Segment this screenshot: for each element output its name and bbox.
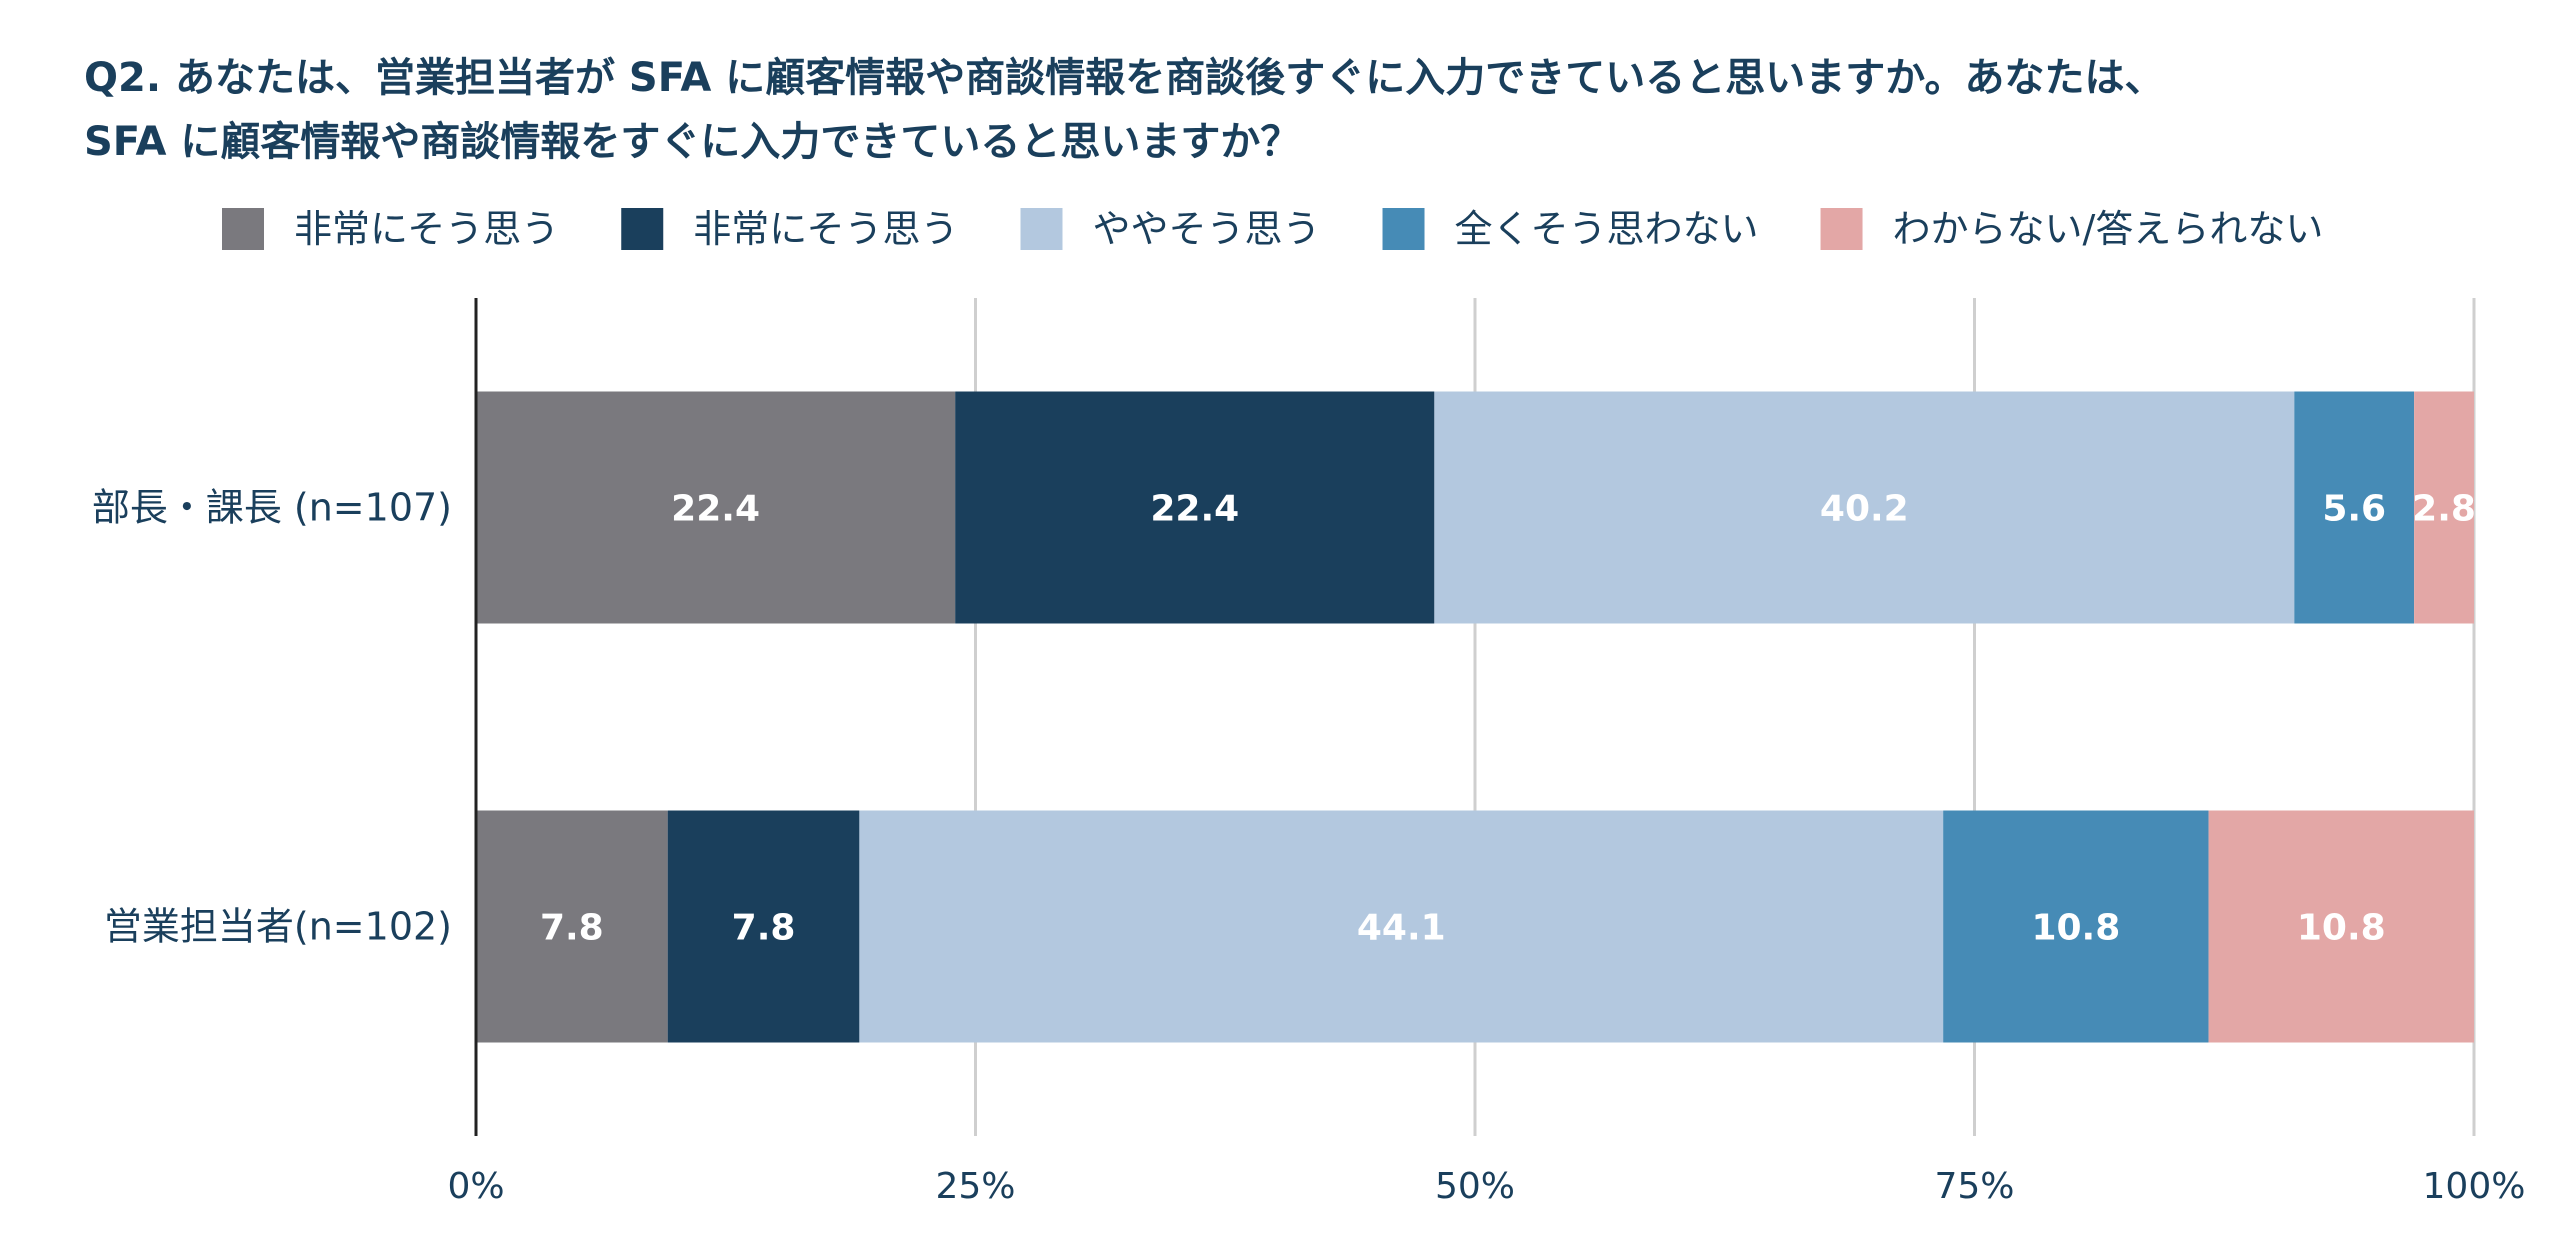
legend-label-0: 非常にそう思う [294,207,559,251]
data-label-0-0: 22.4 [671,489,760,530]
bar-segment-1-1 [667,810,860,1043]
legend-swatch-0 [222,208,264,250]
bar-segment-0-0 [476,391,956,624]
bar-segment-1-4 [2208,810,2474,1043]
legend-swatch-3 [1382,208,1425,250]
bar-segment-0-3 [2294,391,2415,624]
x-tick-label-1: 25% [935,1166,1015,1207]
axis: 0% 25% 50% 75% 100% 部長・課長 (n=107) 営業担当者(n=102) [92,298,2526,1207]
legend-label-1: 非常にそう思う [693,207,958,251]
legend-swatch-1 [621,208,664,250]
data-label-1-1: 7.8 [732,908,796,949]
category-label-0: 部長・課長 (n=107) [92,486,452,530]
x-tick-label-4: 100% [2423,1166,2526,1207]
chart-title-line-1: Q2. あなたは、営業担当者が SFA に顧客情報や商談情報を商談後すぐに入力で… [84,55,2165,101]
legend: 非常にそう思う 非常にそう思う ややそう思う 全くそう思わない わからない/答えられない [222,207,2323,251]
data-label-1-0: 7.8 [540,908,604,949]
x-tick-label-2: 50% [1435,1166,1515,1207]
bar-segment-0-2 [1434,391,2295,624]
data-label-0-4: 2.8 [2412,489,2476,530]
legend-label-2: ややそう思う [1093,207,1321,251]
data-label-0-3: 5.6 [2322,489,2386,530]
x-tick-label-3: 75% [1934,1166,2014,1207]
legend-label-4: わからない/答えられない [1893,207,2324,251]
data-label-0-1: 22.4 [1150,489,1239,530]
bar-segment-1-2 [859,810,1944,1043]
data-label-1-3: 10.8 [2031,908,2120,949]
chart-title: Q2. あなたは、営業担当者が SFA に顧客情報や商談情報を商談後すぐに入力で… [84,46,2484,174]
category-label-1: 営業担当者(n=102) [104,905,452,949]
bar-segment-0-4 [2414,391,2474,624]
data-label-1-4: 10.8 [2297,908,2386,949]
bars: 22.4 22.4 40.2 5.6 2.8 7.8 7.8 44.1 10.8 10.8 [476,391,2476,1043]
legend-label-3: 全くそう思わない [1455,207,1759,251]
legend-swatch-4 [1820,208,1863,250]
legend-swatch-2 [1020,208,1063,250]
x-tick-label-0: 0% [447,1166,504,1207]
data-label-1-2: 44.1 [1357,908,1446,949]
bar-segment-0-1 [955,391,1435,624]
bar-segment-1-0 [476,810,668,1043]
chart-title-line-2: SFA に顧客情報や商談情報をすぐに入力できていると思いますか？ [84,119,1301,165]
data-label-0-2: 40.2 [1820,489,1909,530]
bar-segment-1-3 [1943,810,2209,1043]
